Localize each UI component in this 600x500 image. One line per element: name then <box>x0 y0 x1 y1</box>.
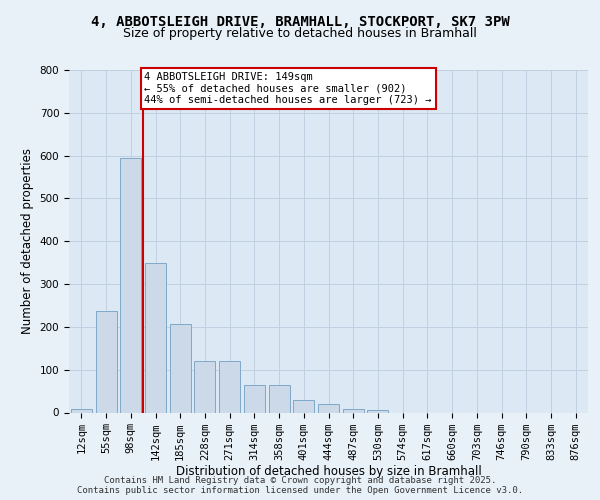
Text: Size of property relative to detached houses in Bramhall: Size of property relative to detached ho… <box>123 28 477 40</box>
X-axis label: Distribution of detached houses by size in Bramhall: Distribution of detached houses by size … <box>176 466 481 478</box>
Bar <box>120 158 141 412</box>
Bar <box>293 400 314 412</box>
Bar <box>269 384 290 412</box>
Bar <box>194 361 215 412</box>
Text: 4, ABBOTSLEIGH DRIVE, BRAMHALL, STOCKPORT, SK7 3PW: 4, ABBOTSLEIGH DRIVE, BRAMHALL, STOCKPOR… <box>91 15 509 29</box>
Bar <box>95 310 116 412</box>
Bar <box>71 409 92 412</box>
Bar <box>219 361 240 412</box>
Bar <box>318 404 339 412</box>
Bar <box>244 384 265 412</box>
Y-axis label: Number of detached properties: Number of detached properties <box>21 148 34 334</box>
Bar <box>367 410 388 412</box>
Bar <box>145 262 166 412</box>
Bar <box>170 324 191 412</box>
Text: 4 ABBOTSLEIGH DRIVE: 149sqm
← 55% of detached houses are smaller (902)
44% of se: 4 ABBOTSLEIGH DRIVE: 149sqm ← 55% of det… <box>145 72 432 106</box>
Text: Contains HM Land Registry data © Crown copyright and database right 2025.
Contai: Contains HM Land Registry data © Crown c… <box>77 476 523 495</box>
Bar <box>343 409 364 412</box>
